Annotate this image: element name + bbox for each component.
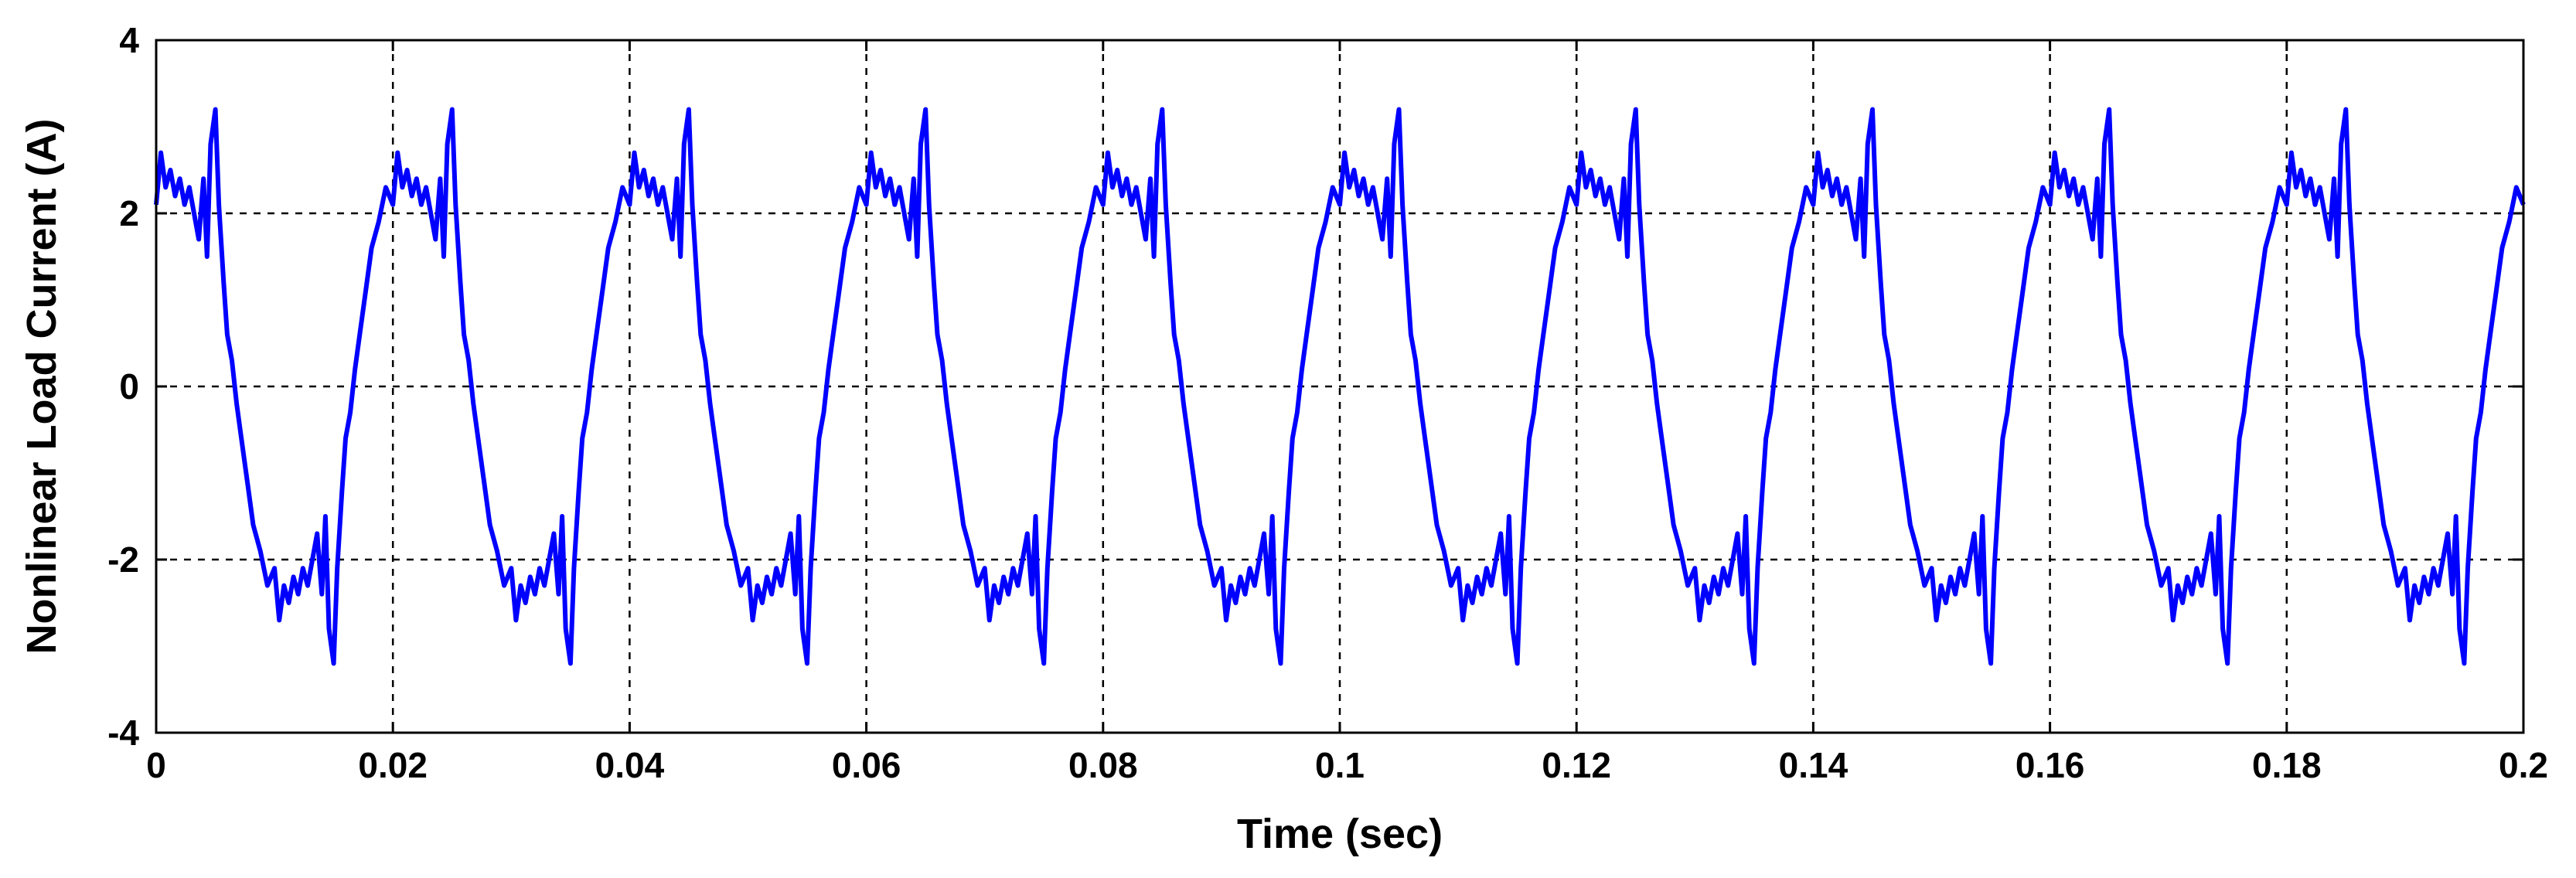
grid [156, 40, 2523, 733]
y-tick-label: -4 [107, 713, 139, 753]
y-axis-label: Nonlinear Load Current (A) [19, 118, 65, 654]
y-tick-label: 4 [119, 20, 139, 60]
x-tick-label: 0.04 [595, 745, 665, 785]
x-tick-label: 0.1 [1315, 745, 1365, 785]
x-tick-label: 0.18 [2252, 745, 2322, 785]
x-tick-label: 0.14 [1779, 745, 1849, 785]
x-tick-label: 0.08 [1068, 745, 1138, 785]
y-tick-labels: -4 -2 0 2 4 [107, 20, 139, 753]
y-tick-label: 2 [119, 193, 139, 233]
x-tick-label: 0.2 [2499, 745, 2548, 785]
series-group [154, 107, 2526, 666]
y-tick-label: 0 [119, 366, 139, 407]
x-tick-label: 0.16 [2015, 745, 2085, 785]
x-axis-label: Time (sec) [1237, 811, 1443, 857]
load-current-line [154, 107, 2526, 666]
x-tick-label: 0 [146, 745, 166, 785]
plot-frame [155, 39, 2525, 734]
x-tick-label: 0.06 [832, 745, 901, 785]
y-tick-label: -2 [107, 539, 139, 580]
x-tick-labels: 0 0.02 0.04 0.06 0.08 0.1 0.12 0.14 0.16 0.18 0.2 [146, 745, 2548, 785]
x-tick-label: 0.02 [358, 745, 428, 785]
x-tick-label: 0.12 [1542, 745, 1611, 785]
